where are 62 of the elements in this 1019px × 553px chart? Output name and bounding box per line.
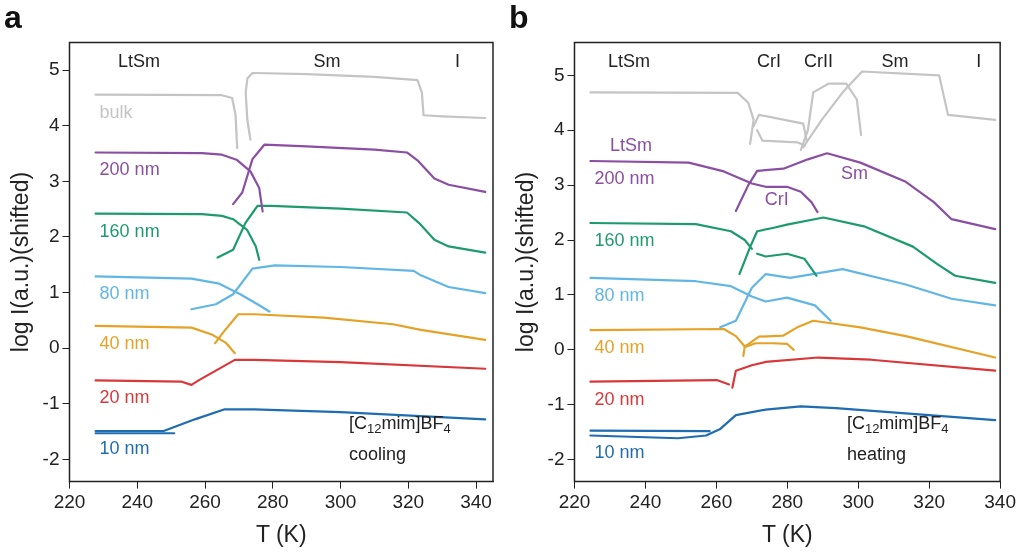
x-axis-title: T (K) [761,520,813,547]
y-tick-label: 3 [553,173,565,195]
series-label: 160 nm [594,229,655,250]
annotation: CrI [757,51,782,72]
x-tick-label: 240 [121,491,154,513]
series-label: 10 nm [594,442,645,463]
annotation: Sm [841,163,869,184]
annotation: heating [846,444,906,465]
x-tick-label: 220 [558,491,591,513]
y-tick-label: 0 [553,338,565,360]
y-axis-title: log I(a.u.)(shifted) [7,171,34,353]
y-tick-label: -1 [547,392,565,414]
annotation: cooling [349,444,407,465]
x-tick-label: 260 [700,491,733,513]
y-tick-label: 3 [48,169,60,191]
annotation: I [976,51,982,72]
annotation: I [454,51,460,72]
x-axis-title: T (K) [255,520,307,547]
series-label: 20 nm [99,387,150,408]
chart-title: b [509,0,529,36]
chart-title: a [4,0,22,36]
y-tick-label: -2 [547,447,565,469]
y-tick-label: 1 [48,280,60,302]
y-tick-label: 1 [553,283,565,305]
series-label: 80 nm [99,283,150,304]
y-tick-label: -1 [42,392,60,413]
series-label: 80 nm [594,284,645,305]
x-tick-label: 240 [629,491,662,513]
annotation: LtSm [607,51,650,72]
annotation: CrI [764,189,789,210]
x-tick-label: 300 [324,491,357,513]
y-tick-label: 5 [48,58,60,80]
y-tick-label: 2 [553,228,565,250]
y-tick-label: -2 [42,447,60,469]
series-label: 40 nm [594,337,645,358]
y-axis-title: log I(a.u.)(shifted) [512,171,539,353]
series-label: bulk [99,101,134,122]
series-label: 160 nm [99,220,160,241]
x-tick-label: 320 [392,491,425,513]
y-tick-label: 4 [553,118,565,140]
x-tick-label: 260 [189,491,221,513]
x-tick-label: 280 [256,491,289,513]
series-label: 40 nm [99,332,150,353]
series-label: 20 nm [594,388,645,409]
x-tick-label: 340 [460,491,492,513]
annotation: Sm [881,51,909,72]
annotation: CrII [803,51,833,72]
x-tick-label: 320 [913,491,946,513]
x-tick-label: 280 [771,491,804,513]
y-tick-label: 4 [48,114,60,136]
series-label: 200 nm [594,167,655,188]
y-tick-label: 0 [48,336,60,358]
annotation: LtSm [610,134,653,155]
annotation: Sm [313,51,341,72]
annotation: LtSm [117,51,160,72]
series-label: 10 nm [99,437,150,458]
y-tick-label: 5 [553,63,565,85]
y-tick-label: 2 [48,225,60,247]
x-tick-label: 220 [53,491,86,513]
x-tick-label: 340 [984,491,1016,513]
x-tick-label: 300 [842,491,875,513]
series-label: 200 nm [99,159,160,180]
